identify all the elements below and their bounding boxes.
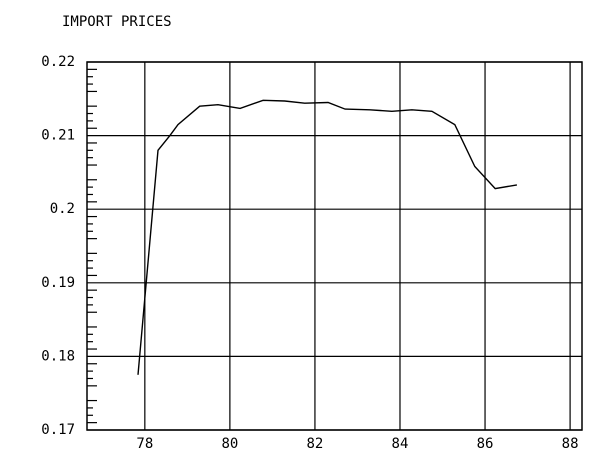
y-tick-label: 0.2 <box>50 201 75 217</box>
chart-title: IMPORT PRICES <box>62 14 172 30</box>
x-tick-label: 78 <box>136 436 153 452</box>
y-tick-label: 0.22 <box>41 54 75 70</box>
y-tick-label: 0.17 <box>41 422 75 438</box>
data-line <box>137 99 518 375</box>
y-tick-label: 0.18 <box>41 348 75 364</box>
y-tick-label: 0.21 <box>41 128 75 144</box>
x-tick-label: 82 <box>307 436 324 452</box>
y-tick-label: 0.19 <box>41 275 75 291</box>
x-tick-label: 86 <box>477 436 494 452</box>
x-tick-label: 84 <box>392 436 409 452</box>
x-tick-label: 80 <box>221 436 238 452</box>
x-tick-label: 88 <box>562 436 579 452</box>
plot-frame <box>86 61 583 431</box>
